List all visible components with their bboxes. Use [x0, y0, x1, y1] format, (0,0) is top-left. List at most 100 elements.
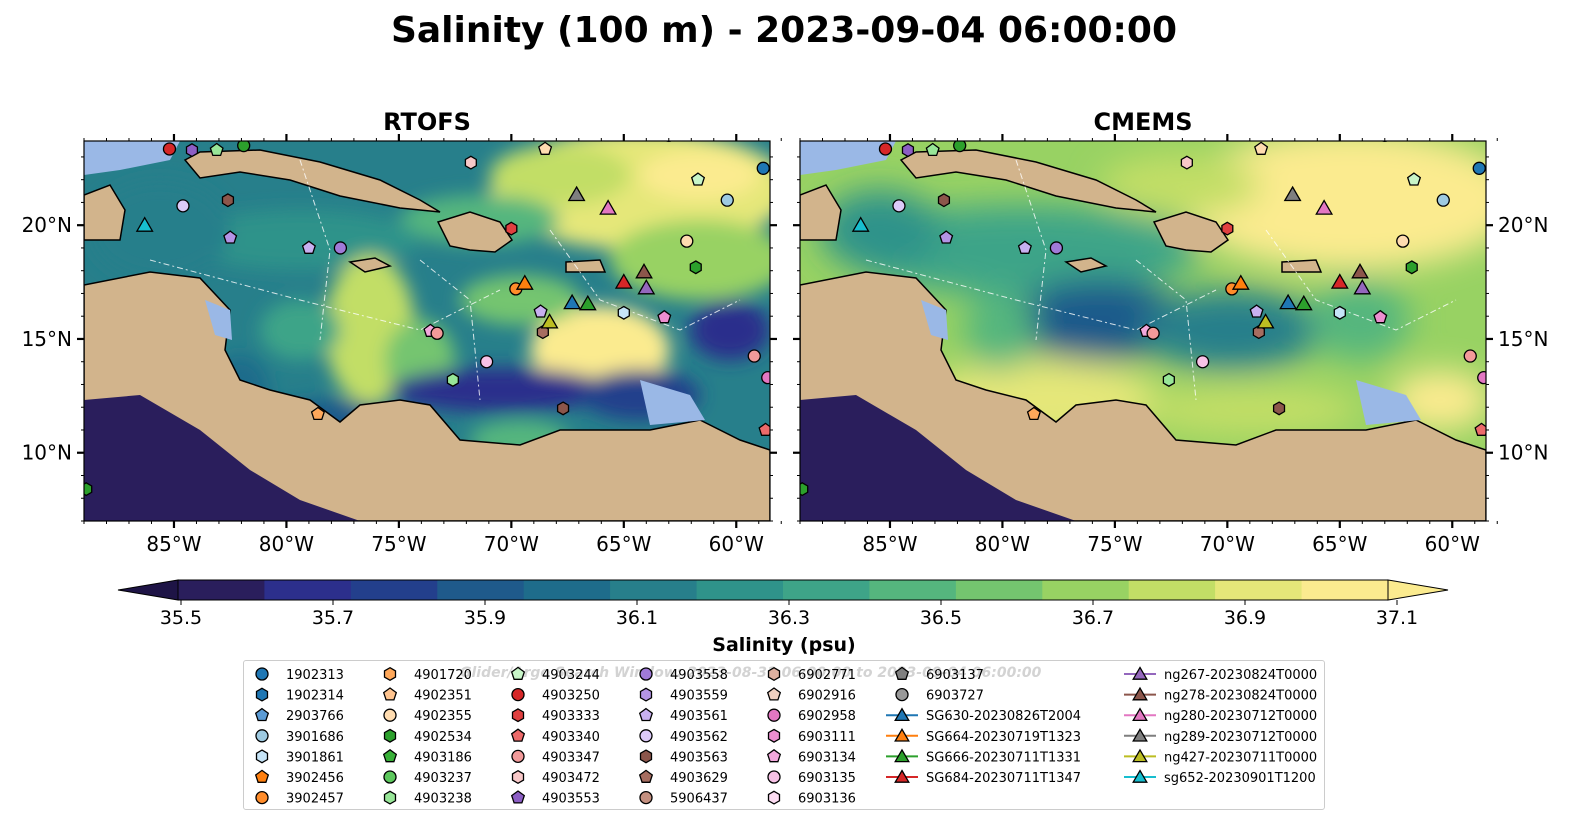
argo-float-marker	[237, 141, 251, 153]
argo-float-marker	[1017, 240, 1032, 254]
pacific-rtofs	[84, 395, 360, 521]
argo-float-marker	[720, 193, 734, 207]
lat-tick-label: 10°N	[22, 441, 72, 465]
argo-float-marker	[1272, 401, 1286, 416]
argo-float-marker	[310, 406, 325, 421]
argo-float-marker	[464, 155, 477, 170]
glider-marker	[135, 216, 154, 232]
lon-tick-label: 85°W	[146, 532, 201, 556]
map-rtofs	[84, 141, 770, 521]
glider-marker	[1283, 185, 1302, 202]
glider-marker	[599, 199, 618, 215]
land-rtofs	[84, 149, 770, 521]
glider-marker	[1351, 262, 1369, 279]
glider-marker	[1294, 294, 1313, 311]
panel-title-rtofs: RTOFS	[383, 108, 471, 136]
glider-marker	[563, 293, 582, 310]
argo-float-marker	[162, 142, 177, 156]
argo-float-marker	[505, 221, 518, 236]
argo-float-marker	[1249, 304, 1264, 318]
argo-float-marker	[1252, 325, 1265, 340]
figure-title: Salinity (100 m) - 2023-09-04 06:00:00	[391, 10, 1177, 51]
glider-marker	[637, 279, 656, 295]
argo-float-marker	[1146, 326, 1160, 340]
lon-tick-label: 80°W	[259, 532, 314, 556]
argo-float-marker	[689, 260, 702, 275]
argo-float-marker	[761, 370, 770, 385]
argo-float-marker	[556, 401, 570, 416]
ticks-cmems: 85°W 80°W 75°W 70°W 65°W 60°W 20°N 15°N 10°N	[793, 134, 1548, 556]
colorbar-block	[350, 580, 438, 600]
argo-float-marker	[1195, 355, 1210, 369]
lat-tick-label: 15°N	[1498, 327, 1548, 351]
shelf-rtofs	[84, 141, 705, 425]
argo-float-marker	[800, 482, 809, 497]
argo-float-marker	[84, 482, 93, 497]
argo-float-marker	[1405, 260, 1418, 275]
lon-tick-label: 75°W	[1087, 532, 1142, 556]
argo-float-marker	[690, 172, 706, 186]
lat-tick-label: 10°N	[1498, 441, 1548, 465]
colorbar-tick-label: 36.9	[1224, 607, 1266, 629]
argo-float-marker	[1254, 141, 1269, 155]
argo-float-marker	[1221, 221, 1234, 236]
argo-float-marker	[1333, 305, 1346, 320]
colorbar-block	[1215, 580, 1302, 600]
colorbar-block	[955, 580, 1043, 600]
glider-marker	[540, 313, 559, 329]
lon-tick-label: 80°W	[975, 532, 1030, 556]
colorbar-block	[610, 580, 697, 600]
argo-float-marker	[901, 143, 915, 158]
lon-tick-label: 75°W	[371, 532, 426, 556]
argo-float-marker	[892, 199, 906, 213]
shelf-cmems	[800, 141, 1421, 425]
argo-float-marker	[1026, 406, 1041, 421]
lon-tick-label: 85°W	[862, 532, 917, 556]
salinity-field-rtofs	[90, 141, 770, 460]
argo-float-marker	[221, 193, 235, 208]
argo-float-marker	[1373, 309, 1388, 324]
obs-rtofs	[84, 141, 770, 497]
argo-float-marker	[747, 349, 761, 363]
argo-float-marker	[878, 142, 893, 156]
argo-float-marker	[758, 422, 770, 436]
argo-float-marker	[1162, 372, 1175, 387]
argo-float-marker	[939, 230, 954, 244]
colorbar-block	[264, 580, 352, 600]
colorbar-tick-label: 35.9	[464, 607, 506, 629]
argo-float-marker	[937, 193, 951, 208]
colorbar-block	[437, 580, 525, 600]
lon-tick-label: 70°W	[484, 532, 539, 556]
glider-marker	[635, 262, 653, 279]
colorbar-block	[783, 580, 870, 600]
colorbar-tick-label: 36.3	[768, 607, 810, 629]
colorbar-block	[178, 580, 265, 600]
colorbar-tick-label: 37.1	[1376, 607, 1418, 629]
lat-tick-label: 20°N	[22, 213, 72, 237]
colorbar-block	[1301, 580, 1389, 600]
legend	[243, 660, 1325, 810]
glider-marker	[567, 185, 586, 202]
argo-float-marker	[617, 305, 630, 320]
map-cmems	[800, 141, 1486, 521]
argo-float-marker	[1474, 422, 1486, 436]
argo-float-marker	[1436, 193, 1450, 207]
argo-float-marker	[533, 304, 548, 318]
argo-float-marker	[925, 142, 940, 157]
lon-tick-label: 65°W	[1312, 532, 1367, 556]
colorbar-extend-low	[117, 579, 179, 601]
colorbar: 35.5 35.7 35.9 36.1 36.3 36.5 36.7 36.9 37.1 Sal…	[117, 579, 1449, 656]
colorbar-tick-label: 35.7	[312, 607, 354, 629]
lon-tick-label: 60°W	[1425, 532, 1480, 556]
argo-float-marker	[1406, 172, 1422, 186]
panel-title-cmems: CMEMS	[1093, 108, 1192, 136]
land-cmems	[800, 149, 1486, 521]
panel-rtofs: RTOFS	[22, 108, 782, 556]
lon-tick-label: 60°W	[709, 532, 764, 556]
glider-marker	[1231, 274, 1250, 290]
colorbar-tick-label: 35.5	[160, 607, 202, 629]
colorbar-extend-high	[1387, 579, 1449, 601]
lat-tick-label: 20°N	[1498, 213, 1548, 237]
panel-cmems: CMEMS	[793, 108, 1548, 556]
